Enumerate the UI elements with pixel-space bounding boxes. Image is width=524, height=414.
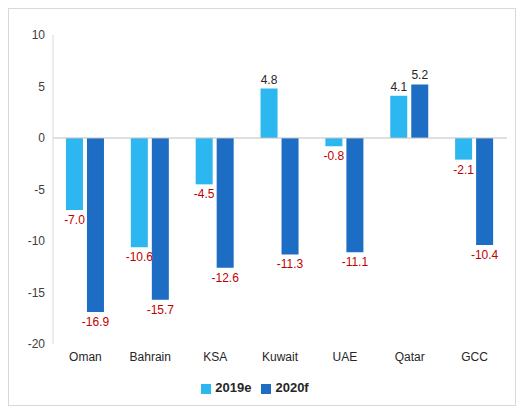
svg-text:-10.4: -10.4	[471, 248, 499, 262]
svg-text:5: 5	[38, 80, 45, 94]
svg-text:-15: -15	[28, 286, 46, 300]
svg-text:-2.1: -2.1	[453, 163, 474, 177]
svg-text:-10: -10	[28, 234, 46, 248]
svg-text:-10.6: -10.6	[126, 250, 154, 264]
svg-text:Bahrain: Bahrain	[130, 350, 171, 364]
html-text:2020f: 2020f	[275, 380, 309, 395]
svg-text:-16.9: -16.9	[82, 315, 110, 329]
svg-text:Kuwait: Kuwait	[262, 350, 299, 364]
svg-text:Qatar: Qatar	[395, 350, 425, 364]
svg-text:4.1: 4.1	[390, 80, 407, 94]
svg-text:GCC: GCC	[461, 350, 488, 364]
svg-text:-12.6: -12.6	[212, 271, 240, 285]
html-text:2019e: 2019e	[215, 380, 252, 395]
svg-text:-5: -5	[34, 183, 45, 197]
svg-text:-7.0: -7.0	[64, 213, 85, 227]
svg-text:5.2: 5.2	[411, 68, 428, 82]
svg-text:-15.7: -15.7	[147, 303, 175, 317]
svg-text:UAE: UAE	[333, 350, 358, 364]
svg-text:-20: -20	[28, 337, 46, 351]
svg-text:KSA: KSA	[203, 350, 227, 364]
svg-text:0: 0	[38, 131, 45, 145]
svg-text:4.8: 4.8	[261, 73, 278, 87]
svg-text:10: 10	[32, 28, 46, 42]
svg-text:-11.3: -11.3	[277, 257, 304, 271]
svg-text:-11.1: -11.1	[342, 255, 369, 269]
svg-text:-4.5: -4.5	[194, 187, 215, 201]
svg-text:-0.8: -0.8	[324, 149, 345, 163]
svg-text:Oman: Oman	[69, 350, 102, 364]
